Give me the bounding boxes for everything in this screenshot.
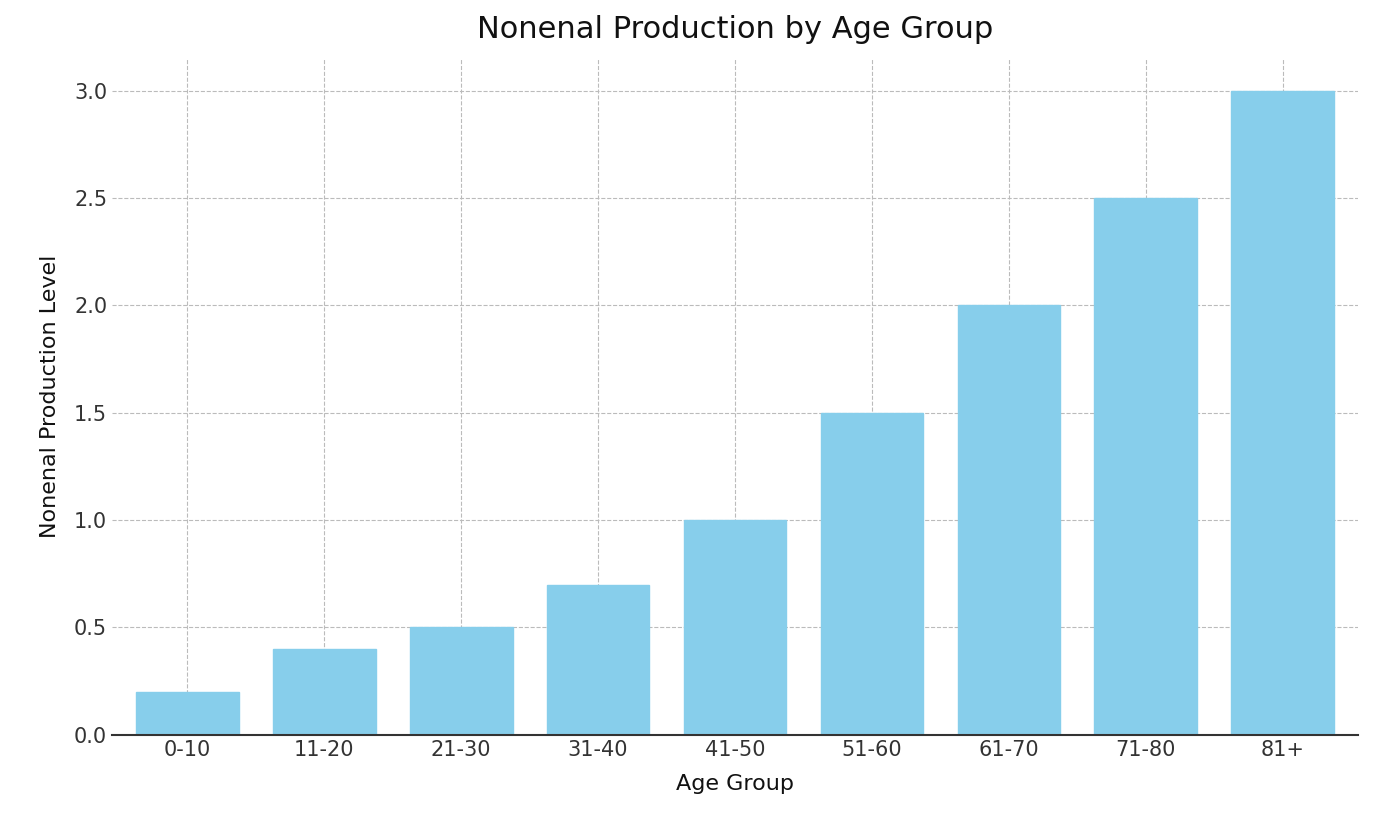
Bar bbox=[958, 306, 1060, 735]
Bar bbox=[1095, 198, 1197, 735]
X-axis label: Age Group: Age Group bbox=[676, 773, 794, 793]
Bar bbox=[683, 520, 787, 735]
Bar bbox=[136, 692, 238, 735]
Bar bbox=[410, 627, 512, 735]
Y-axis label: Nonenal Production Level: Nonenal Production Level bbox=[41, 255, 60, 539]
Bar bbox=[1232, 91, 1334, 735]
Bar bbox=[820, 412, 923, 735]
Bar bbox=[547, 584, 650, 735]
Title: Nonenal Production by Age Group: Nonenal Production by Age Group bbox=[477, 15, 993, 43]
Bar bbox=[273, 649, 375, 735]
